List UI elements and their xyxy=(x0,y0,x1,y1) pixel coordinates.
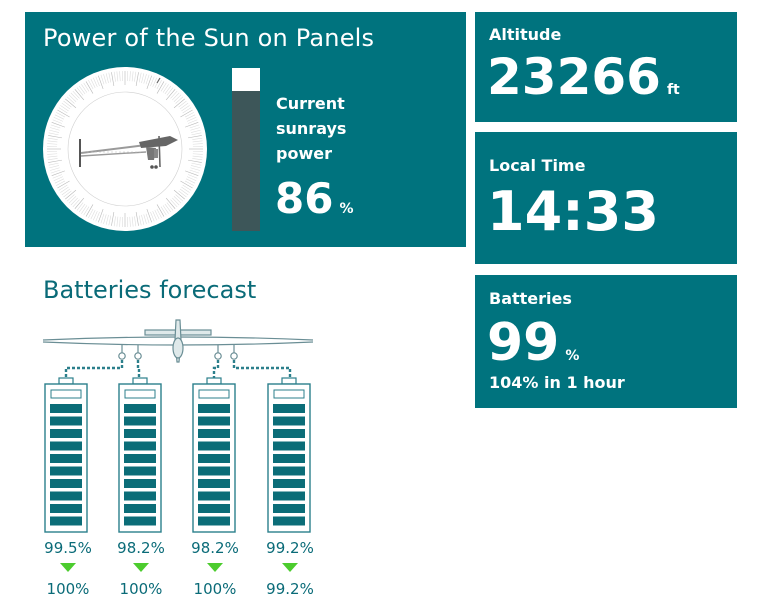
batteries-label: Batteries xyxy=(489,289,572,308)
battery-4-next: 99.2% xyxy=(266,580,314,598)
battery-icon xyxy=(192,377,236,533)
altitude-value: 23266 xyxy=(487,48,661,106)
battery-3-current: 98.2% xyxy=(191,539,239,557)
down-arrow-icon xyxy=(207,563,223,572)
altitude-unit: ft xyxy=(666,82,680,98)
sun-power-bar xyxy=(232,68,260,231)
battery-3-next: 100% xyxy=(193,580,237,598)
local-time-value: 14:33 xyxy=(487,180,659,243)
battery-icon xyxy=(44,377,88,533)
solar-plane-icon xyxy=(79,135,178,169)
battery-2-current: 98.2% xyxy=(117,539,165,557)
batteries-readout: 99% xyxy=(487,313,579,373)
batteries-forecast-text: 104% in 1 hour xyxy=(489,373,625,392)
battery-icon xyxy=(267,377,311,533)
battery-icon xyxy=(118,377,162,533)
altitude-label: Altitude xyxy=(489,25,562,44)
battery-1-next: 100% xyxy=(46,580,90,598)
sun-power-label: Current sunrays power xyxy=(276,94,347,163)
battery-wiring xyxy=(64,360,292,378)
sun-power-value: 86 xyxy=(275,174,334,223)
altitude-readout: 23266 ft xyxy=(487,48,680,106)
down-arrow-icon xyxy=(133,563,149,572)
altitude-card: Altitude 23266 ft xyxy=(475,12,737,122)
sun-angle-dial-icon xyxy=(43,67,207,231)
batteries-diagram xyxy=(42,319,314,533)
battery-2-next: 100% xyxy=(119,580,163,598)
down-arrow-icon xyxy=(60,563,76,572)
sun-power-readout: 86% xyxy=(275,174,353,223)
batteries-forecast-title: Batteries forecast xyxy=(43,276,257,304)
sun-power-panel: Power of the Sun on Panels Current sunra… xyxy=(25,12,466,247)
local-time-label: Local Time xyxy=(489,156,586,175)
batteries-value: 99 xyxy=(487,313,560,373)
sun-power-unit: % xyxy=(339,201,354,217)
batteries-unit: % xyxy=(565,348,580,364)
battery-1-current: 99.5% xyxy=(44,539,92,557)
down-arrow-icon xyxy=(282,563,298,572)
battery-4-current: 99.2% xyxy=(266,539,314,557)
sun-power-bar-fill xyxy=(232,68,260,91)
batteries-card: Batteries 99% 104% in 1 hour xyxy=(475,275,737,408)
solar-plane-icon xyxy=(42,319,314,363)
sun-panel-title: Power of the Sun on Panels xyxy=(43,24,375,52)
local-time-card: Local Time 14:33 xyxy=(475,132,737,264)
